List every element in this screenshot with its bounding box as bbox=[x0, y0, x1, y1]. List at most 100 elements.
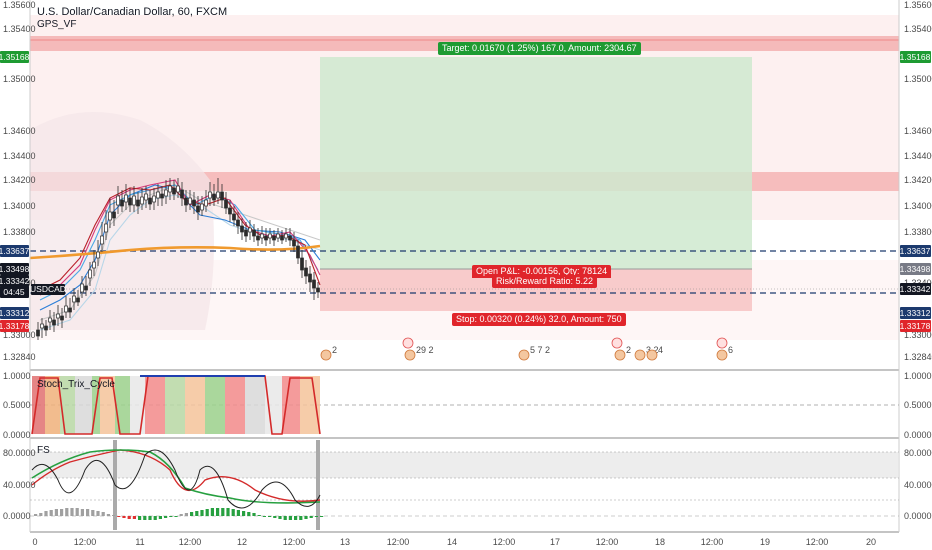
fs-histogram-bar-37 bbox=[226, 508, 230, 516]
fs-line-black bbox=[31, 449, 321, 509]
candle-body-8 bbox=[68, 307, 72, 313]
fs-panel-title: FS bbox=[37, 445, 50, 456]
left-price-tag bbox=[0, 263, 29, 275]
left-price-tick: 1.34600 bbox=[3, 126, 36, 136]
fs-histogram-bar-47 bbox=[278, 516, 282, 519]
stoch-block-15 bbox=[282, 376, 300, 434]
candle-body-0 bbox=[36, 329, 40, 337]
fs-histogram-bar-29 bbox=[184, 513, 188, 516]
left-price-tick: 1.35000 bbox=[3, 74, 36, 84]
event-count: 2 bbox=[332, 345, 337, 355]
left-price-tag-label: 1.33178 bbox=[0, 321, 30, 331]
candle-body-32 bbox=[164, 189, 168, 197]
left-price-tag-label: 04:45 bbox=[3, 287, 25, 297]
candle-body-31 bbox=[160, 193, 164, 199]
right-price-tag-label: 1.35168 bbox=[900, 52, 931, 62]
candle-body-13 bbox=[88, 269, 92, 279]
fs-histogram-bar-20 bbox=[138, 516, 142, 520]
fs-histogram-bar-12 bbox=[96, 511, 100, 516]
target-label: Target: 0.01670 (1.25%) 167.0, Amount: 2… bbox=[438, 42, 641, 55]
target-zone bbox=[320, 57, 752, 269]
candle-body-65 bbox=[296, 245, 300, 259]
right-price-tag bbox=[900, 283, 931, 295]
candle-body-23 bbox=[128, 197, 132, 206]
stoch-panel-title: Stoch_Trix_Cycle bbox=[37, 379, 115, 390]
time-tick: 20 bbox=[866, 537, 876, 547]
candle-body-2 bbox=[44, 325, 48, 331]
left-price-tag bbox=[0, 286, 29, 298]
candle-body-10 bbox=[76, 297, 80, 303]
time-tick: 12:00 bbox=[74, 537, 97, 547]
right-price-tick: 1.32840 bbox=[904, 352, 932, 362]
candle-body-69 bbox=[312, 279, 316, 289]
fs-histogram-bar-50 bbox=[294, 516, 298, 520]
right-price-tag bbox=[900, 263, 931, 275]
left-stoch-tick: 1.0000 bbox=[3, 371, 31, 381]
fs-histogram-bar-13 bbox=[101, 512, 105, 516]
time-tick: 12:00 bbox=[387, 537, 410, 547]
right-price-tick: 1.33000 bbox=[904, 330, 932, 340]
right-price-tick: 1.34000 bbox=[904, 201, 932, 211]
fs-histogram-bar-53 bbox=[309, 516, 313, 518]
candle-body-63 bbox=[288, 235, 292, 241]
fs-histogram-bar-35 bbox=[216, 508, 220, 516]
candle-body-59 bbox=[272, 235, 276, 241]
fs-histogram-bar-7 bbox=[70, 508, 74, 516]
candle-body-39 bbox=[192, 199, 196, 207]
ma-line-4 bbox=[39, 184, 319, 301]
fs-histogram-bar-52 bbox=[304, 516, 308, 519]
fs-histogram-bar-42 bbox=[252, 513, 256, 516]
left-price-tick: 1.32840 bbox=[3, 352, 36, 362]
time-tick: 0 bbox=[32, 537, 37, 547]
event-count: 2 bbox=[626, 345, 631, 355]
time-tick: 14 bbox=[447, 537, 457, 547]
fs-histogram-bar-8 bbox=[75, 508, 79, 516]
stoch-block-11 bbox=[205, 376, 225, 434]
fs-histogram-bar-26 bbox=[169, 516, 173, 517]
candle-body-22 bbox=[124, 194, 128, 203]
right-price-tag bbox=[900, 307, 931, 319]
time-tick: 12:00 bbox=[493, 537, 516, 547]
stoch-block-13 bbox=[245, 376, 265, 434]
right-price-tick: 1.33800 bbox=[904, 227, 932, 237]
left-stoch-tick: 0.5000 bbox=[3, 400, 31, 410]
candle-body-37 bbox=[184, 197, 188, 206]
fs-histogram-bar-1 bbox=[39, 513, 43, 516]
event-flag-icon bbox=[404, 349, 416, 361]
fs-histogram-bar-6 bbox=[65, 508, 69, 516]
candle-body-38 bbox=[188, 197, 192, 205]
fs-histogram-bar-40 bbox=[242, 511, 246, 516]
event-flag-icon bbox=[646, 349, 658, 361]
left-price-tag bbox=[0, 307, 29, 319]
candle-body-67 bbox=[304, 267, 308, 277]
fs-histogram-bar-4 bbox=[54, 509, 58, 516]
right-price-tick: 1.35400 bbox=[904, 24, 932, 34]
candle-body-60 bbox=[276, 233, 280, 239]
candle-body-45 bbox=[216, 191, 220, 199]
left-price-tag bbox=[0, 51, 29, 63]
left-price-tick: 1.35400 bbox=[3, 24, 36, 34]
fs-histogram-bar-46 bbox=[273, 516, 277, 518]
fs-histogram-bar-54 bbox=[314, 516, 318, 517]
event-flag-icon bbox=[320, 349, 332, 361]
fs-histogram-bar-15 bbox=[112, 515, 116, 516]
right-price-tick: 1.34400 bbox=[904, 151, 932, 161]
fs-histogram-bar-22 bbox=[148, 516, 152, 520]
fs-histogram-bar-25 bbox=[164, 516, 168, 518]
candle-body-27 bbox=[144, 193, 148, 201]
fs-histogram-bar-55 bbox=[320, 516, 324, 517]
candle-body-35 bbox=[176, 185, 180, 193]
right-stoch-tick: 0.0000 bbox=[904, 430, 932, 440]
fs-histogram-bar-30 bbox=[190, 512, 194, 516]
stop-label: Stop: 0.00320 (0.24%) 32.0, Amount: 750 bbox=[452, 313, 626, 326]
fs-histogram-bar-2 bbox=[44, 511, 48, 516]
candle-body-30 bbox=[156, 191, 160, 199]
trend-line bbox=[29, 244, 321, 260]
right-fs-tick: 0.0000 bbox=[904, 511, 932, 521]
event-flag-icon bbox=[716, 337, 728, 349]
candle-body-28 bbox=[148, 197, 152, 205]
fs-histogram-bar-28 bbox=[179, 514, 183, 516]
time-tick: 12 bbox=[237, 537, 247, 547]
fs-histogram-bar-0 bbox=[34, 514, 38, 516]
